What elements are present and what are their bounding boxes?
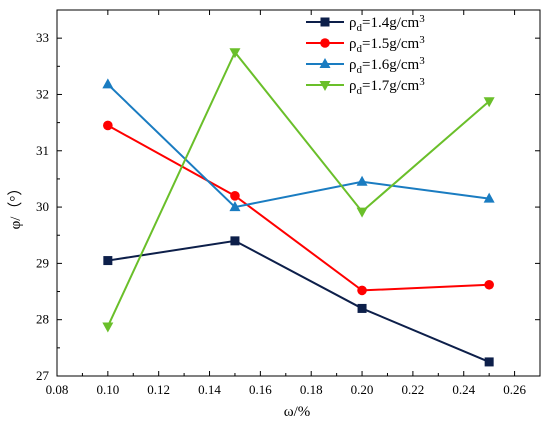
series-line-3: [107, 83, 490, 209]
data-point-4-1: [102, 322, 114, 333]
data-point-3-2: [229, 201, 241, 212]
data-point-2-3: [357, 285, 367, 296]
data-point-4-2: [229, 48, 241, 59]
legend-marker-4: [319, 81, 331, 91]
plot-frame: [56, 9, 541, 377]
data-point-1-1: [103, 256, 113, 266]
y-axis-title: φ/（°）: [7, 181, 24, 230]
data-point-2-2: [230, 191, 240, 201]
y-tick-label: 29: [36, 255, 49, 270]
data-point-4-4: [483, 97, 495, 108]
x-tick-label: 0.16: [249, 382, 272, 397]
data-point-2-1: [103, 120, 113, 131]
series-line-1: [107, 239, 490, 363]
data-point-3-1: [102, 78, 114, 89]
y-tick-label: 28: [36, 312, 49, 327]
x-tick-label: 0.14: [198, 382, 221, 397]
legend-marker-2: [320, 38, 330, 48]
x-tick-label: 0.24: [452, 382, 475, 397]
legend-marker-3: [319, 58, 331, 68]
x-tick-label: 0.18: [300, 382, 323, 397]
data-point-1-4: [484, 357, 494, 367]
data-point-1-2: [230, 236, 240, 246]
axes: 0.08 0.10 0.12 0.14 0.16 0.18 0.20 0.22 0.24 0.26…: [36, 9, 541, 397]
x-tick-label: 0.20: [351, 382, 374, 397]
x-tick-label: 0.08: [46, 382, 69, 397]
y-tick-label: 32: [36, 86, 49, 101]
x-tick-label: 0.12: [147, 382, 170, 397]
legend-marker-1: [320, 17, 330, 27]
data-point-3-3: [356, 175, 368, 186]
series-lines: [106, 50, 490, 363]
series-line-2: [107, 124, 490, 292]
y-tick-label: 30: [36, 199, 49, 214]
legend-label-1: ρd=1.4g/cm3: [349, 13, 425, 34]
x-tick-label: 0.22: [402, 382, 425, 397]
x-tick-label: 0.26: [503, 382, 526, 397]
data-point-1-3: [357, 303, 367, 313]
legend-label-2: ρd=1.5g/cm3: [349, 34, 425, 55]
series-line-4: [106, 50, 490, 327]
y-tick-label: 33: [36, 30, 49, 45]
y-tick-label: 31: [36, 143, 49, 158]
y-tick-label: 27: [36, 368, 50, 383]
legend: ρd=1.4g/cm3ρd=1.5g/cm3ρd=1.6g/cm3ρd=1.7g…: [306, 13, 425, 97]
data-point-2-4: [484, 279, 494, 290]
data-point-3-4: [483, 192, 495, 203]
x-tick-label: 0.10: [96, 382, 119, 397]
x-axis-title: ω/%: [284, 404, 311, 420]
legend-label-4: ρd=1.7g/cm3: [349, 76, 425, 97]
series-markers: [102, 48, 495, 367]
legend-label-3: ρd=1.6g/cm3: [349, 55, 425, 76]
data-point-4-3: [356, 207, 368, 218]
